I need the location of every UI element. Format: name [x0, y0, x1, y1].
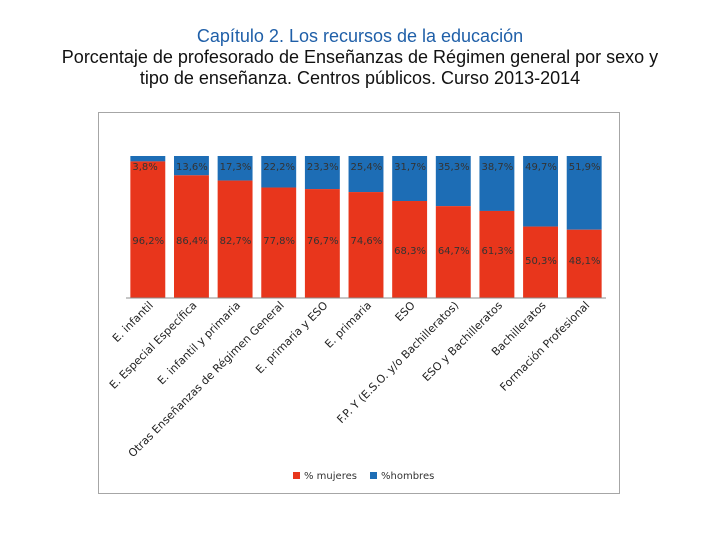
legend-swatch-mujeres: [293, 472, 300, 479]
x-tick-label: Otras Enseñanzas de Régimen General: [126, 299, 287, 460]
slide-title: Capítulo 2. Los recursos de la educación: [196, 26, 524, 46]
data-label-hombres: 38,7%: [481, 162, 513, 173]
data-label-mujeres: 82,7%: [220, 236, 252, 247]
data-label-hombres: 51,9%: [569, 162, 601, 173]
bar-mujeres: [348, 192, 384, 298]
bar-hombres: [566, 156, 602, 230]
title-block: Capítulo 2. Los recursos de la educación…: [0, 26, 720, 89]
data-label-mujeres: 76,7%: [307, 236, 339, 247]
bar-hombres: [392, 156, 428, 202]
data-label-hombres: 3,8%: [132, 162, 157, 173]
x-tick-label: ESO: [393, 299, 418, 324]
bar-mujeres: [217, 180, 253, 298]
data-label-mujeres: 96,2%: [132, 236, 164, 247]
bar-mujeres: [261, 187, 297, 298]
data-label-mujeres: 77,8%: [263, 236, 295, 247]
bar-mujeres: [392, 201, 428, 298]
bar-hombres: [348, 156, 384, 193]
data-label-mujeres: 61,3%: [481, 246, 513, 257]
x-tick-label: E. primaria: [322, 299, 374, 351]
bar-mujeres: [304, 189, 340, 298]
legend-label-hombres: %hombres: [381, 471, 434, 482]
x-tick-label: Formación Profesional: [497, 299, 592, 394]
data-label-mujeres: 50,3%: [525, 256, 557, 267]
slide-subtitle: Porcentaje de profesorado de Enseñanzas …: [61, 47, 659, 88]
bar-mujeres: [435, 206, 471, 298]
legend-label-mujeres: % mujeres: [304, 471, 357, 482]
bar-hombres: [130, 156, 166, 162]
bar-hombres: [304, 156, 340, 190]
data-label-hombres: 22,2%: [263, 162, 295, 173]
data-label-mujeres: 74,6%: [351, 236, 383, 247]
bar-mujeres: [479, 210, 515, 298]
bar-mujeres: [174, 175, 209, 298]
bar-mujeres: [130, 161, 166, 298]
bar-hombres: [261, 156, 297, 188]
bar-mujeres: [566, 229, 602, 298]
x-tick-label: E. primaria y ESO: [253, 299, 331, 377]
bar-hombres: [523, 156, 558, 227]
data-label-hombres: 23,3%: [307, 162, 339, 173]
data-label-hombres: 49,7%: [525, 162, 557, 173]
data-label-hombres: 13,6%: [176, 162, 208, 173]
data-label-hombres: 31,7%: [394, 162, 426, 173]
legend-swatch-hombres: [370, 472, 377, 479]
bar-hombres: [479, 156, 515, 211]
data-label-mujeres: 48,1%: [569, 256, 601, 267]
bar-hombres: [174, 156, 209, 176]
x-tick-label: E. Especial Específica: [107, 299, 200, 392]
data-label-hombres: 17,3%: [220, 162, 252, 173]
bar-hombres: [217, 156, 253, 181]
data-label-hombres: 35,3%: [438, 162, 470, 173]
data-label-hombres: 25,4%: [351, 162, 383, 173]
x-tick-label: E. infantil: [110, 299, 156, 345]
bar-hombres: [435, 156, 471, 207]
x-tick-label: ESO y Bachilleratos: [420, 299, 505, 384]
bar-mujeres: [523, 226, 558, 298]
data-label-mujeres: 64,7%: [438, 246, 470, 257]
x-tick-label: E. infantil y primaria: [155, 299, 243, 387]
data-label-mujeres: 68,3%: [394, 246, 426, 257]
data-label-mujeres: 86,4%: [176, 236, 208, 247]
